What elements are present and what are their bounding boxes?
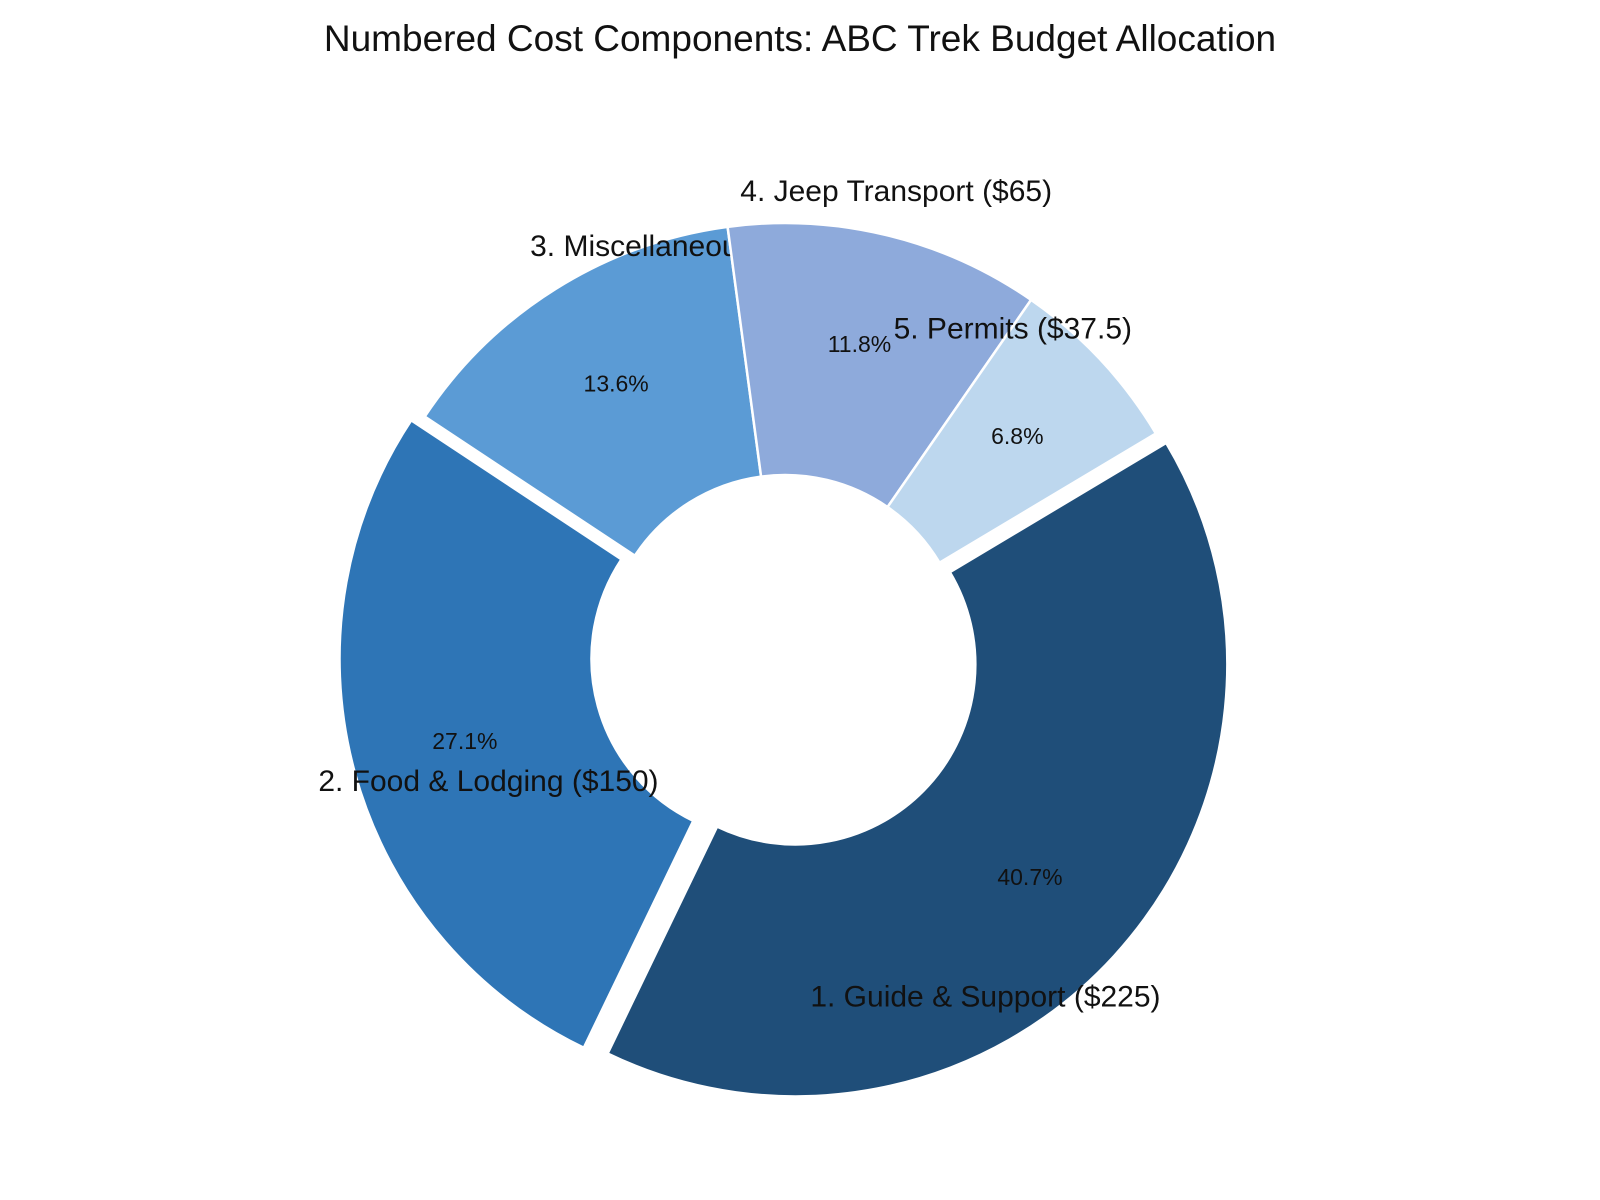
- donut-slice-3: [423, 225, 763, 558]
- slice-category-label-1: 1. Guide & Support ($225): [810, 980, 1160, 1013]
- donut-slice-5: [885, 298, 1158, 565]
- slice-category-label-2: 2. Food & Lodging ($150): [318, 765, 658, 798]
- slice-percent-label-1: 40.7%: [997, 864, 1062, 890]
- slice-percent-label-3: 13.6%: [584, 371, 649, 397]
- donut-slice-2: [338, 418, 695, 1050]
- slice-category-label-5: 5. Permits ($37.5): [894, 313, 1132, 346]
- chart-title: Numbered Cost Components: ABC Trek Budge…: [323, 18, 1277, 59]
- donut-slice-4: [726, 221, 1033, 509]
- slice-percent-label-4: 11.8%: [828, 331, 892, 357]
- donut-slice-1: [605, 441, 1229, 1098]
- slice-category-label-4: 4. Jeep Transport ($65): [740, 175, 1052, 208]
- slice-percent-label-5: 6.8%: [991, 423, 1043, 449]
- slice-percent-label-2: 27.1%: [432, 728, 497, 754]
